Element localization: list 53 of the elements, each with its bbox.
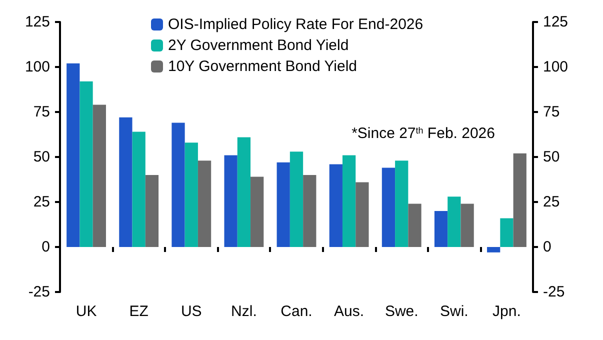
y-tick-label: -25: [28, 284, 50, 300]
y-tick-label: 100: [24, 58, 50, 76]
bar: [342, 155, 356, 247]
y-tick-label: 75: [33, 104, 50, 120]
legend-label: OIS-Implied Policy Rate For End-2026: [168, 16, 424, 33]
y2-tick-label: 100: [543, 58, 568, 76]
x-tick-label: Nzl.: [231, 303, 257, 320]
bar: [460, 204, 474, 247]
bar: [172, 122, 185, 247]
bar: [92, 104, 106, 247]
y-tick-label: 0: [42, 238, 50, 256]
x-tick-label: Swi.: [440, 303, 468, 320]
x-tick-label: US: [180, 303, 202, 320]
x-tick-label: Swe.: [384, 303, 418, 320]
bar: [448, 196, 461, 247]
bar: [329, 164, 342, 247]
x-tick-label: Aus.: [334, 303, 364, 320]
legend-label: 2Y Government Bond Yield: [168, 37, 349, 54]
x-tick-label: EZ: [129, 303, 148, 320]
bar: [356, 182, 369, 247]
x-tick-label: Jpn.: [492, 303, 521, 320]
bar: [184, 142, 198, 247]
legend-label: 10Y Government Bond Yield: [168, 58, 358, 75]
bar: [237, 137, 251, 247]
bar: [80, 81, 93, 247]
bar: [198, 160, 212, 247]
bar: [500, 218, 514, 247]
bar: [487, 247, 500, 252]
y-tick-label: 125: [24, 14, 50, 30]
bar: [434, 211, 448, 247]
bar: [303, 175, 316, 247]
y2-tick-label: 25: [543, 194, 560, 210]
bar: [382, 168, 396, 247]
bar: [119, 117, 132, 247]
bar: [408, 204, 422, 247]
x-tick-label: UK: [76, 303, 97, 320]
bar: [513, 153, 526, 247]
x-tick-label: Can.: [280, 303, 312, 320]
y2-tick-label: 50: [543, 148, 560, 166]
y-tick-label: 50: [33, 148, 50, 166]
bar: [224, 155, 238, 247]
bar: [290, 152, 304, 247]
y2-tick-label: 125: [543, 14, 568, 30]
bar: [395, 160, 408, 247]
bar: [145, 175, 159, 247]
y2-tick-label: -25: [543, 284, 565, 300]
y2-tick-label: 0: [543, 238, 552, 256]
bar: [250, 176, 264, 247]
bar: [276, 162, 290, 247]
bar: [132, 132, 146, 247]
bar: [66, 63, 80, 247]
y-tick-label: 25: [33, 194, 50, 210]
y2-tick-label: 75: [543, 104, 560, 120]
